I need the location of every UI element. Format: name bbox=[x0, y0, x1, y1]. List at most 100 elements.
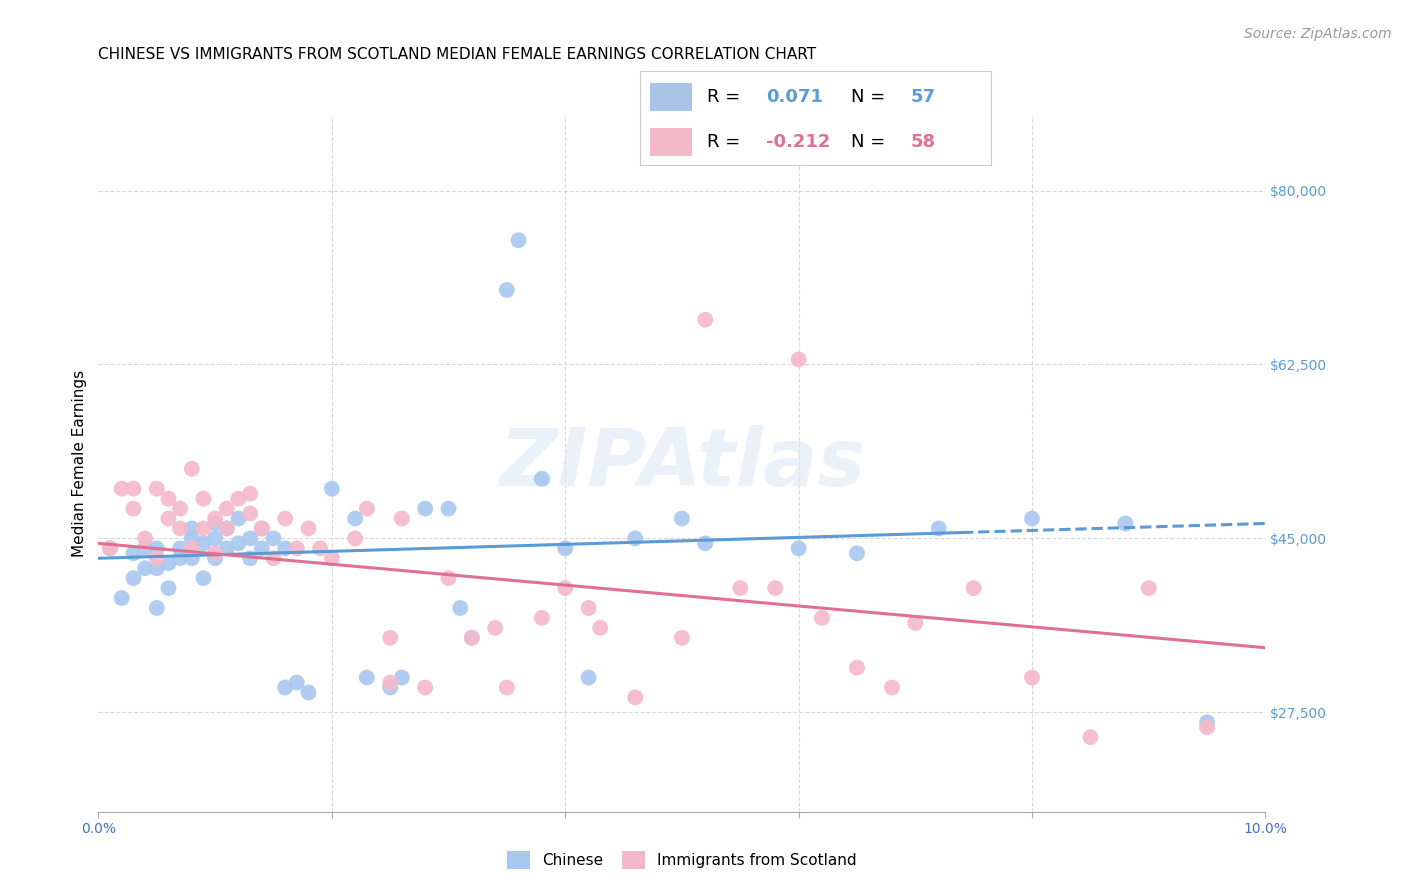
Point bbox=[274, 681, 297, 695]
Point bbox=[356, 671, 378, 685]
Point bbox=[962, 581, 984, 595]
Point bbox=[204, 532, 226, 546]
Point bbox=[554, 541, 576, 556]
Point bbox=[239, 551, 262, 566]
Point bbox=[297, 521, 319, 535]
Point bbox=[461, 631, 484, 645]
Text: ZIPAtlas: ZIPAtlas bbox=[499, 425, 865, 503]
Point bbox=[169, 541, 191, 556]
Point bbox=[239, 532, 262, 546]
Point bbox=[413, 501, 436, 516]
Point bbox=[250, 521, 273, 535]
Point bbox=[578, 671, 600, 685]
Point bbox=[98, 541, 121, 556]
Legend: Chinese, Immigrants from Scotland: Chinese, Immigrants from Scotland bbox=[499, 843, 865, 877]
Text: Source: ZipAtlas.com: Source: ZipAtlas.com bbox=[1244, 27, 1392, 41]
Point bbox=[204, 551, 226, 566]
Point bbox=[157, 491, 180, 506]
Point bbox=[215, 521, 238, 535]
Point bbox=[391, 671, 413, 685]
Point bbox=[157, 556, 180, 570]
Point bbox=[787, 541, 810, 556]
Point bbox=[180, 541, 202, 556]
Point bbox=[250, 541, 273, 556]
Point bbox=[530, 472, 553, 486]
Text: N =: N = bbox=[851, 87, 890, 105]
Point bbox=[262, 532, 284, 546]
Point bbox=[1137, 581, 1160, 595]
Point bbox=[215, 501, 238, 516]
Point bbox=[1195, 715, 1218, 730]
Point bbox=[193, 536, 215, 550]
Point bbox=[378, 631, 402, 645]
Point bbox=[554, 581, 576, 595]
Point bbox=[845, 660, 868, 674]
Point bbox=[193, 521, 215, 535]
Bar bbox=[650, 128, 693, 156]
Point bbox=[1195, 720, 1218, 734]
Point bbox=[274, 511, 297, 525]
Point bbox=[262, 551, 284, 566]
Point bbox=[228, 536, 250, 550]
Point bbox=[1021, 671, 1043, 685]
Point bbox=[204, 516, 226, 531]
Point bbox=[1021, 511, 1043, 525]
Point bbox=[309, 541, 332, 556]
Point bbox=[356, 501, 378, 516]
Point bbox=[285, 675, 308, 690]
Point bbox=[344, 532, 367, 546]
Point bbox=[146, 551, 169, 566]
Point bbox=[321, 551, 343, 566]
Point bbox=[695, 536, 717, 550]
Point bbox=[228, 511, 250, 525]
Point bbox=[157, 581, 180, 595]
Point bbox=[695, 312, 717, 326]
Point bbox=[344, 511, 367, 525]
Point bbox=[391, 511, 413, 525]
Point bbox=[530, 611, 553, 625]
Point bbox=[250, 521, 273, 535]
Point bbox=[122, 482, 145, 496]
Point bbox=[297, 685, 319, 699]
Point bbox=[728, 581, 751, 595]
Text: 57: 57 bbox=[911, 87, 935, 105]
Point bbox=[134, 541, 156, 556]
Point bbox=[378, 675, 402, 690]
Point bbox=[134, 532, 156, 546]
Point bbox=[787, 352, 810, 367]
Point bbox=[111, 591, 134, 605]
Point bbox=[495, 681, 517, 695]
Point bbox=[169, 501, 191, 516]
Point bbox=[180, 462, 202, 476]
Point bbox=[413, 681, 436, 695]
Point bbox=[321, 482, 343, 496]
Point bbox=[169, 551, 191, 566]
Point bbox=[928, 521, 950, 535]
Y-axis label: Median Female Earnings: Median Female Earnings bbox=[72, 370, 87, 558]
Point bbox=[589, 621, 612, 635]
Point bbox=[146, 482, 169, 496]
Point bbox=[845, 546, 868, 560]
Text: 0.071: 0.071 bbox=[766, 87, 823, 105]
Point bbox=[146, 541, 169, 556]
Point bbox=[461, 631, 484, 645]
Point bbox=[122, 501, 145, 516]
Point bbox=[193, 571, 215, 585]
Point bbox=[378, 681, 402, 695]
Point bbox=[495, 283, 517, 297]
Point bbox=[1080, 730, 1102, 744]
Point bbox=[904, 615, 927, 630]
Point bbox=[146, 561, 169, 575]
Point bbox=[239, 507, 262, 521]
Point bbox=[437, 571, 460, 585]
Point bbox=[671, 631, 693, 645]
Point bbox=[624, 532, 647, 546]
Point bbox=[671, 511, 693, 525]
Point bbox=[508, 233, 530, 247]
Point bbox=[98, 541, 121, 556]
Text: N =: N = bbox=[851, 133, 890, 151]
Point bbox=[193, 491, 215, 506]
Point bbox=[180, 551, 202, 566]
Point bbox=[111, 482, 134, 496]
Text: CHINESE VS IMMIGRANTS FROM SCOTLAND MEDIAN FEMALE EARNINGS CORRELATION CHART: CHINESE VS IMMIGRANTS FROM SCOTLAND MEDI… bbox=[98, 47, 817, 62]
